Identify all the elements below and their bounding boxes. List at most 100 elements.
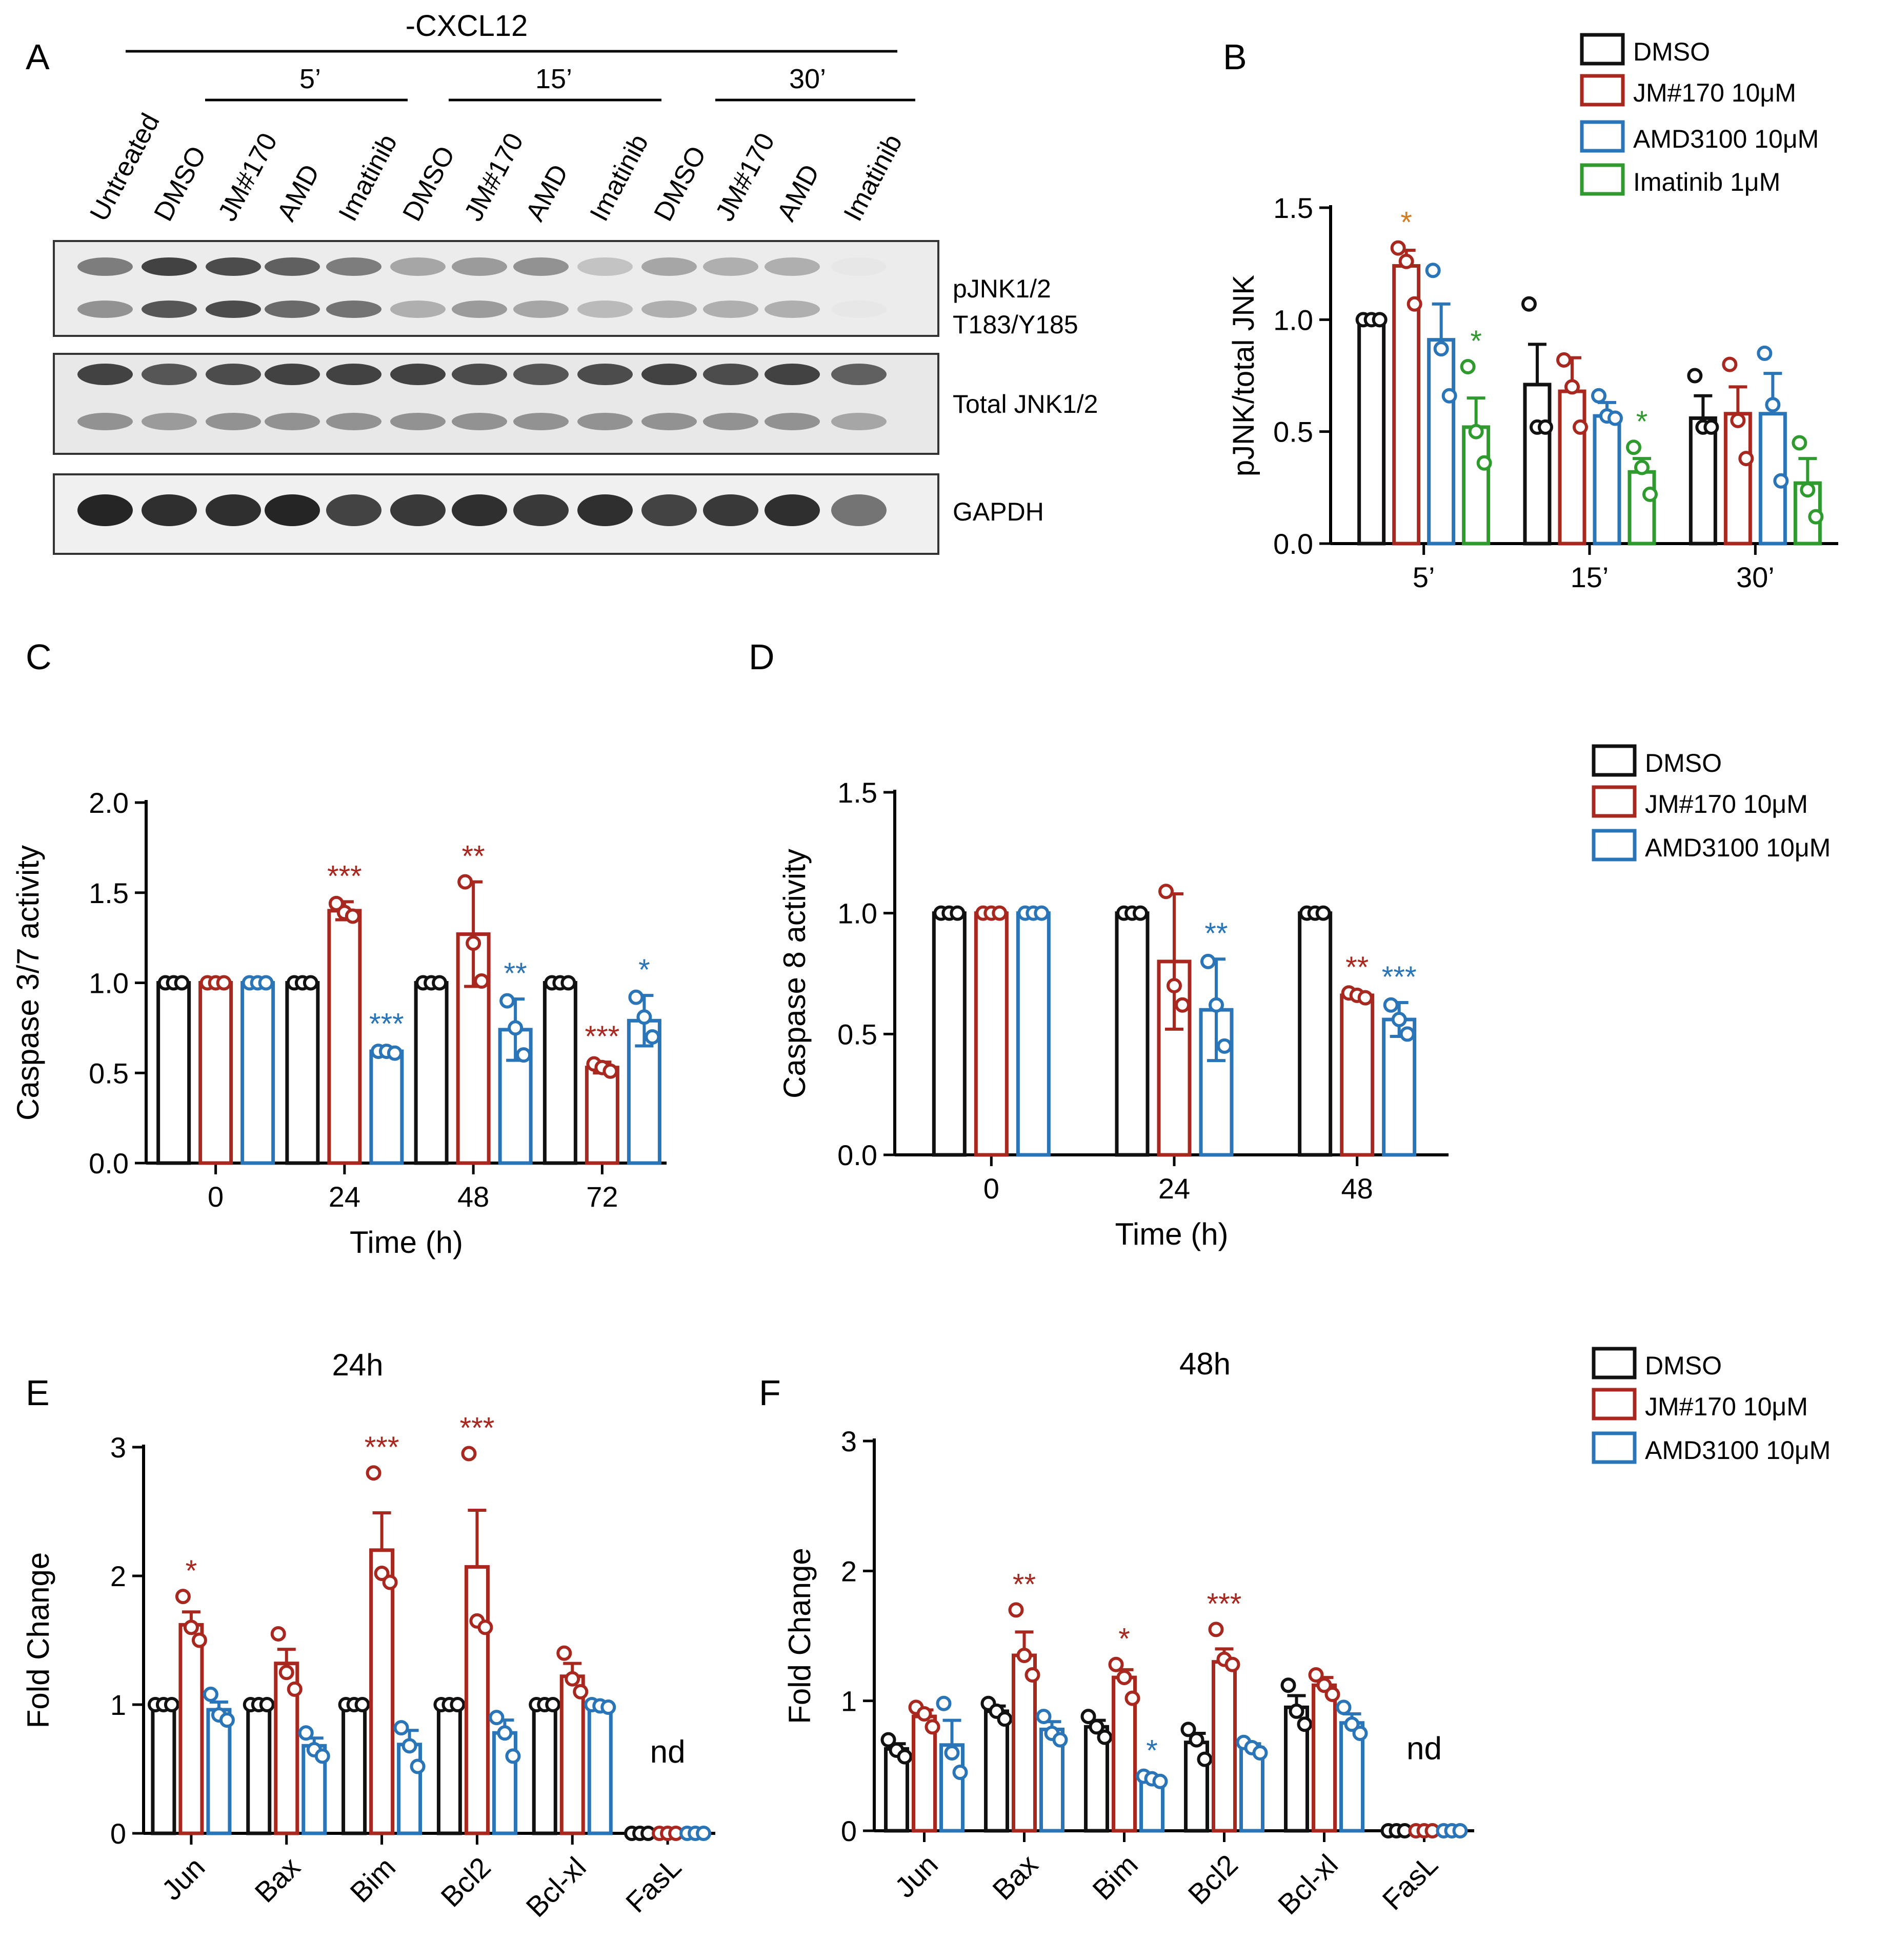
data-point bbox=[1730, 412, 1746, 428]
bar-imatinib bbox=[1627, 470, 1656, 546]
data-point bbox=[1792, 435, 1807, 451]
blot-band-pjnk-lower bbox=[831, 301, 887, 318]
data-point bbox=[1687, 368, 1703, 384]
data-point bbox=[1452, 1823, 1468, 1838]
x-tick-label: 5’ bbox=[1413, 561, 1435, 593]
bar-jm170 bbox=[327, 909, 362, 1165]
y-tick-label: 0.0 bbox=[1273, 528, 1313, 560]
data-point bbox=[1034, 905, 1050, 921]
significance-stars: *** bbox=[1382, 961, 1417, 994]
data-point bbox=[175, 1589, 191, 1605]
legend-cd-label-dmso: DMSO bbox=[1645, 749, 1722, 777]
data-point bbox=[1289, 1703, 1304, 1719]
x-tick-label: 24 bbox=[329, 1181, 360, 1213]
x-tick-label: Jun bbox=[155, 1851, 211, 1906]
data-point bbox=[457, 874, 473, 890]
significance-stars: * bbox=[186, 1554, 197, 1588]
data-point bbox=[1324, 1687, 1340, 1702]
time-group-30: 30’ bbox=[789, 64, 826, 94]
y-tick-label: 1 bbox=[110, 1689, 126, 1721]
data-point bbox=[1352, 1726, 1368, 1741]
y-tick-label: 2.0 bbox=[89, 787, 129, 819]
bar-dmso bbox=[984, 1709, 1009, 1833]
data-point bbox=[1108, 1656, 1124, 1672]
blot-band-pjnk-lower bbox=[641, 301, 697, 318]
blot-band-pjnk-upper bbox=[641, 257, 697, 276]
data-point bbox=[1158, 884, 1174, 899]
bar-dmso bbox=[246, 1703, 272, 1835]
blot-frame-pjnk bbox=[53, 240, 939, 337]
blot-band-pjnk-lower bbox=[452, 301, 507, 318]
significance-stars: * bbox=[638, 953, 650, 987]
data-point bbox=[516, 1047, 532, 1063]
legend-cd-label-amd: AMD3100 10μM bbox=[1645, 833, 1831, 862]
y-axis-label: Caspase 3/7 activity bbox=[11, 845, 45, 1121]
data-point bbox=[508, 1020, 524, 1036]
data-point bbox=[1167, 978, 1182, 994]
data-point bbox=[1200, 953, 1216, 969]
data-point bbox=[1217, 1038, 1232, 1054]
legend-b-label-dmso: DMSO bbox=[1633, 37, 1710, 66]
data-point bbox=[505, 1748, 521, 1764]
data-point bbox=[203, 1686, 218, 1702]
blot-band-pjnk-upper bbox=[206, 257, 261, 276]
blot-band-pjnk-upper bbox=[452, 257, 507, 276]
not-detected-label: nd bbox=[650, 1734, 686, 1770]
bar-amd3100 bbox=[1016, 911, 1051, 1157]
blot-band-total-upper bbox=[265, 364, 320, 385]
data-point bbox=[560, 975, 576, 991]
bar-jm170 bbox=[585, 1066, 619, 1165]
blot-band-total-upper bbox=[206, 364, 261, 385]
blot-band-gapdh bbox=[452, 494, 507, 526]
blot-band-gapdh bbox=[831, 494, 887, 526]
bar-amd3100 bbox=[206, 1708, 232, 1835]
data-point bbox=[1316, 1677, 1332, 1693]
legend-b-swatch-jm170 bbox=[1580, 74, 1625, 107]
data-point bbox=[477, 1619, 493, 1635]
data-point bbox=[1252, 1745, 1268, 1761]
blot-band-gapdh bbox=[265, 494, 320, 526]
x-tick-label: Bax bbox=[986, 1848, 1044, 1906]
data-point bbox=[497, 1725, 513, 1741]
data-point bbox=[1556, 352, 1572, 368]
x-axis-label: Time (h) bbox=[350, 1225, 463, 1259]
bar-amd3100 bbox=[369, 1049, 404, 1165]
legend-cd-swatch-dmso bbox=[1592, 744, 1637, 777]
data-point bbox=[602, 1063, 618, 1079]
significance-stars: ** bbox=[504, 957, 527, 990]
chart-fold-change-24h: 0 1 2 3 Fold Change 24h Jun * Bax Bim *** Bcl2 *** Bc… bbox=[21, 1348, 715, 1923]
data-point bbox=[1297, 1716, 1313, 1732]
bar-jm170 bbox=[464, 1565, 490, 1835]
blot-band-pjnk-lower bbox=[77, 301, 133, 318]
data-point bbox=[1757, 345, 1773, 361]
lane-label: AMD bbox=[271, 159, 325, 226]
legend-b-label-amd: AMD3100 10μM bbox=[1633, 125, 1819, 153]
x-tick-label: 24 bbox=[1158, 1172, 1190, 1205]
data-point bbox=[1476, 455, 1492, 471]
lane-label: Imatinib bbox=[584, 130, 654, 226]
significance-stars: *** bbox=[460, 1412, 495, 1445]
y-tick-label: 0.0 bbox=[89, 1147, 129, 1179]
data-point bbox=[1765, 397, 1781, 413]
legend-b-swatch-imatinib bbox=[1580, 163, 1625, 196]
data-point bbox=[1016, 1648, 1032, 1663]
legend-cd-label-jm170: JM#170 10μM bbox=[1645, 790, 1808, 818]
bar-dmso bbox=[414, 981, 449, 1165]
data-point bbox=[328, 895, 344, 911]
data-point bbox=[1738, 451, 1754, 467]
data-point bbox=[1336, 1699, 1352, 1715]
x-tick-label: Jun bbox=[889, 1848, 944, 1904]
lane-label: AMD bbox=[520, 159, 574, 226]
blot-band-total-lower bbox=[206, 413, 261, 430]
data-point bbox=[1383, 997, 1399, 1013]
data-point bbox=[216, 975, 232, 991]
x-tick-label: Bax bbox=[248, 1851, 306, 1909]
data-point bbox=[600, 1699, 616, 1715]
bar-dmso bbox=[1357, 317, 1386, 546]
significance-stars: ** bbox=[1345, 951, 1369, 984]
data-point bbox=[1773, 473, 1789, 489]
lane-label: JM#170 bbox=[710, 128, 780, 226]
y-tick-label: 1.5 bbox=[837, 776, 877, 809]
blot-band-pjnk-lower bbox=[390, 301, 446, 318]
